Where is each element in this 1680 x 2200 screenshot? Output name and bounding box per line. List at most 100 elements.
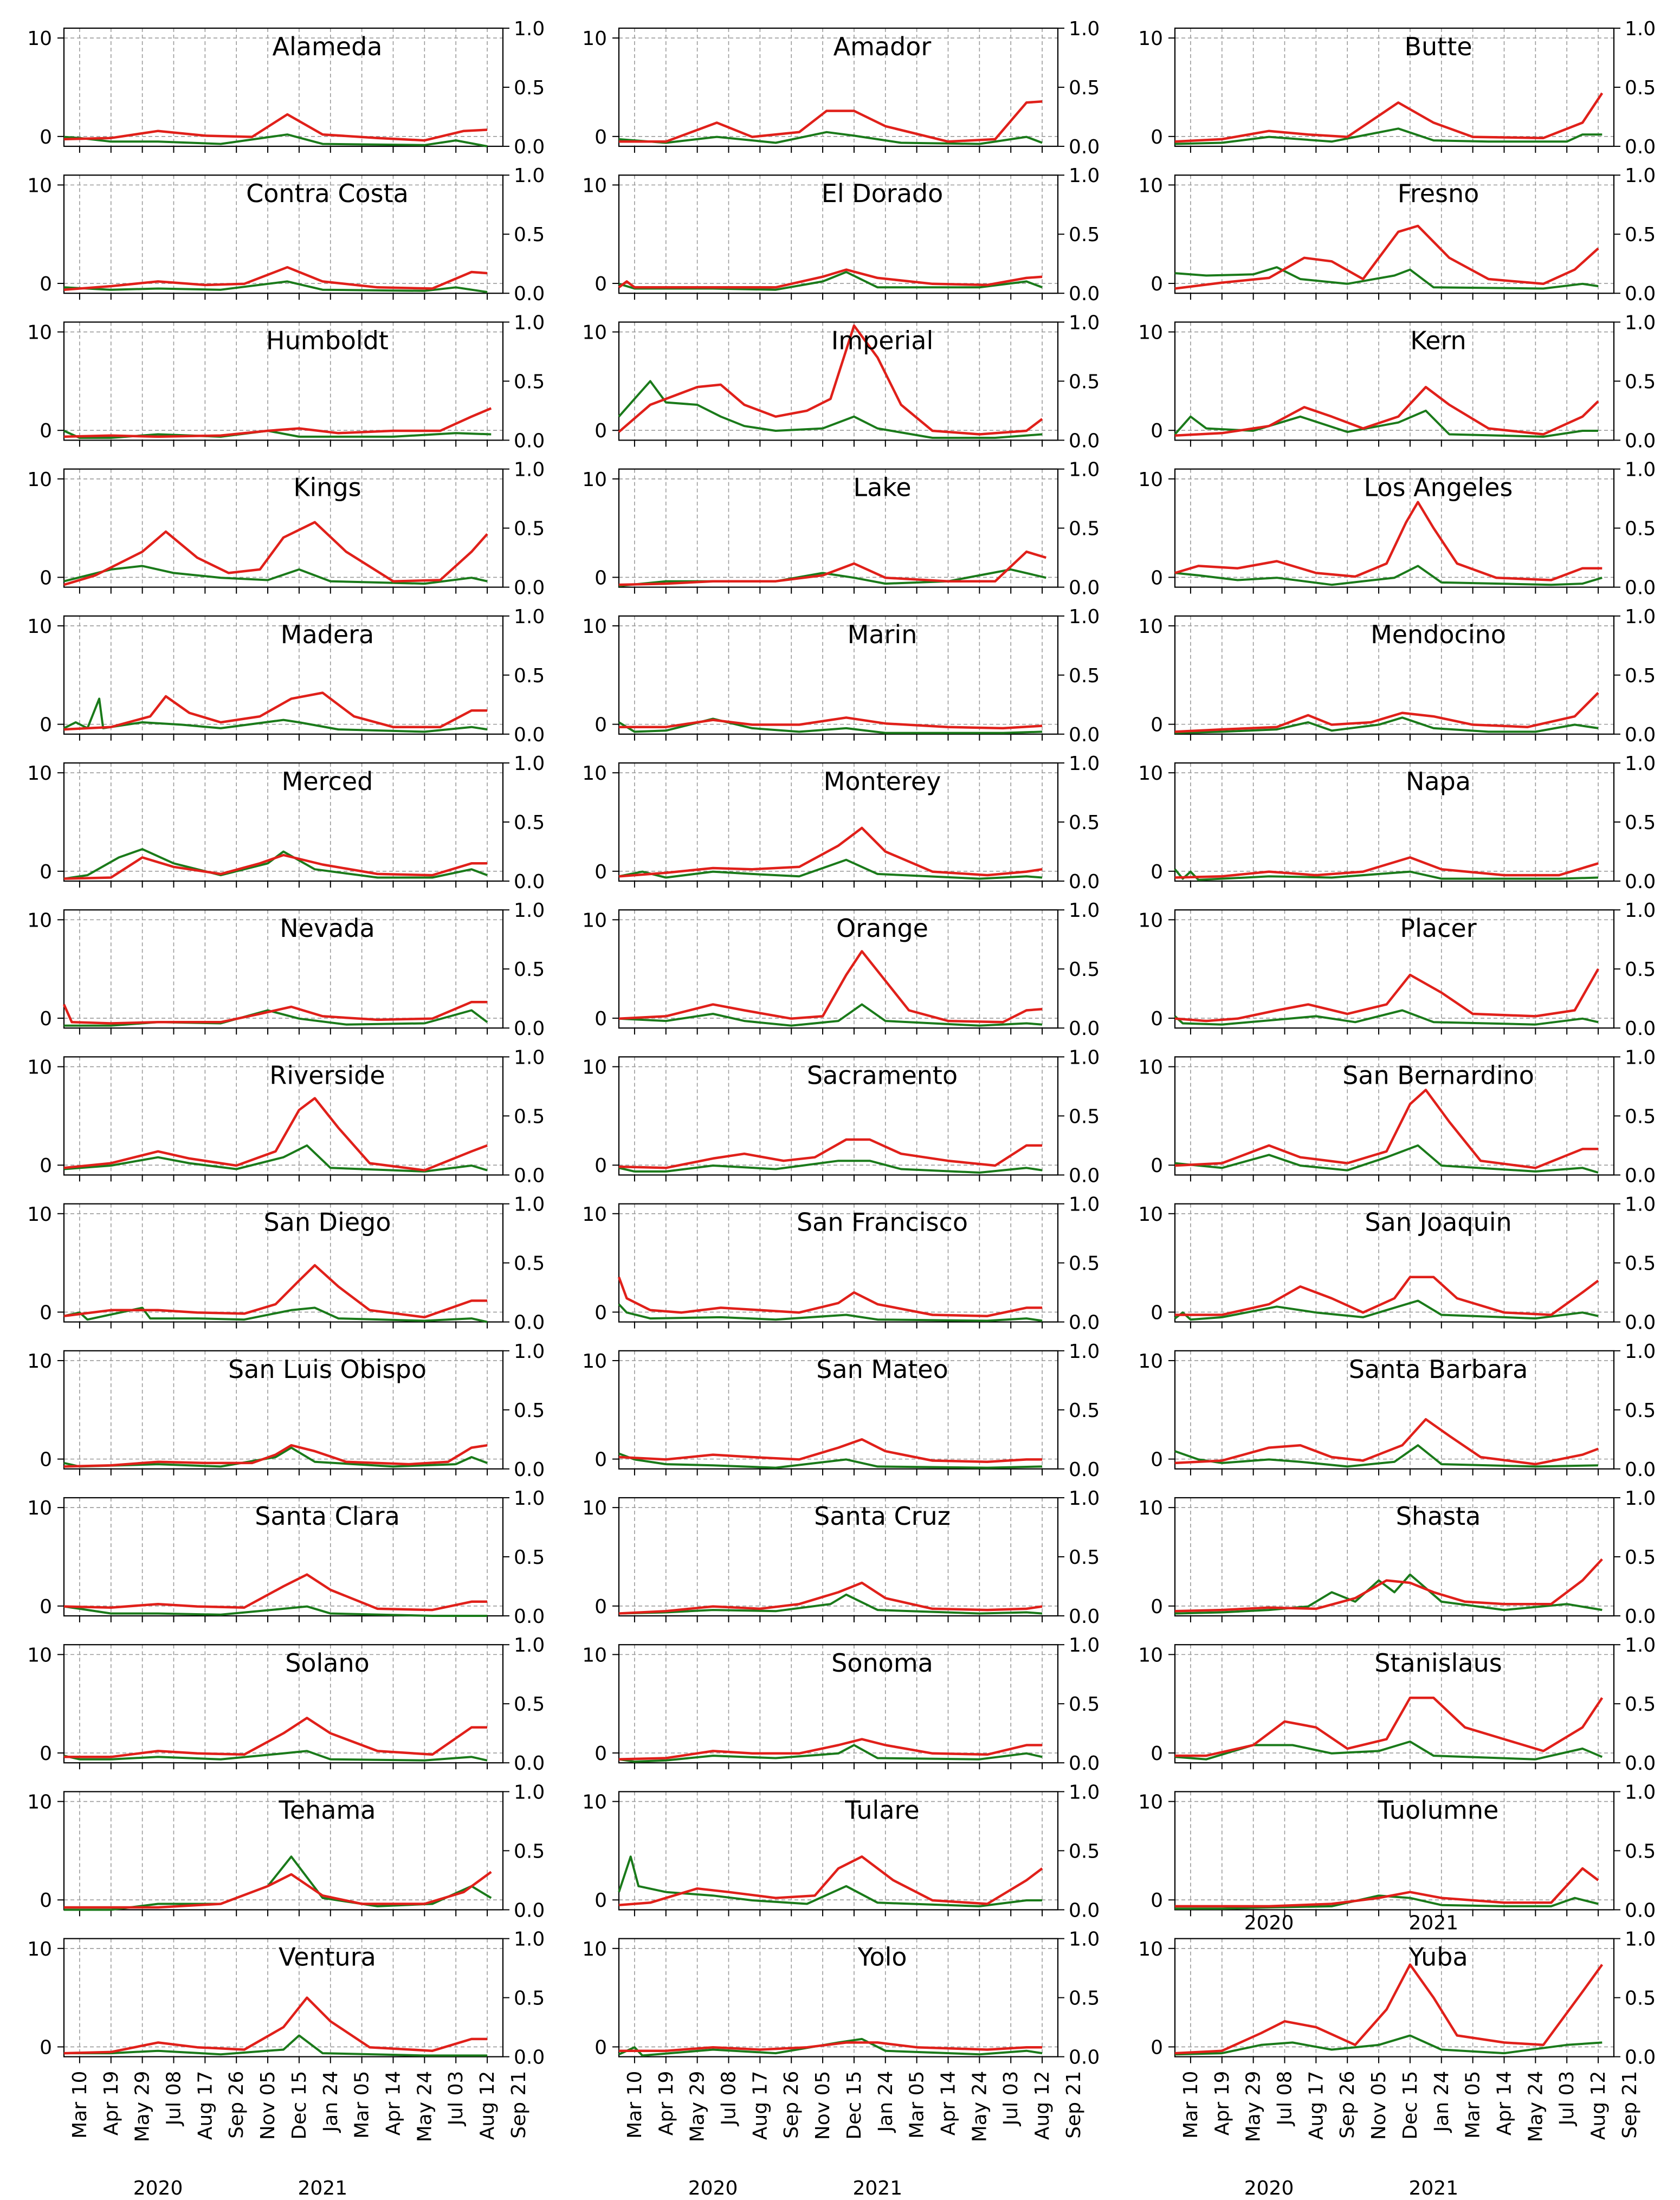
x-tick-label: Jul 03 (445, 2071, 467, 2127)
series-red-line (618, 550, 1046, 586)
left-y-tick-label: 10 (27, 1057, 52, 1079)
left-y-tick-label: 0 (1151, 2036, 1163, 2059)
x-tick-label: Apr 14 (1494, 2071, 1516, 2136)
right-y-tick-label: 0.5 (1625, 1105, 1656, 1128)
series-red-line (1175, 1697, 1604, 1757)
right-y-tick-label: 1.0 (514, 1341, 545, 1363)
panel-title: El Dorado (822, 179, 943, 208)
series-red-line (618, 1855, 1043, 1906)
right-y-tick-label: 0.5 (514, 665, 545, 687)
left-y-tick-label: 10 (27, 909, 52, 931)
left-y-tick-label: 0 (595, 273, 607, 295)
right-y-tick-label: 0.5 (1069, 1400, 1100, 1422)
series-red-line (63, 1264, 488, 1319)
series-red-line (618, 324, 1043, 436)
right-y-tick-label: 0.5 (1069, 77, 1100, 99)
x-tick-label: Sep 21 (508, 2071, 530, 2139)
panel-title: Lake (853, 473, 911, 502)
year-label-2021: 2021 (1409, 1912, 1459, 1934)
right-y-tick-label: 0.0 (1625, 724, 1656, 746)
series-red-line (1174, 92, 1604, 143)
left-y-tick-label: 10 (582, 1203, 607, 1226)
right-y-tick-label: 1.0 (1625, 1781, 1656, 1803)
series-green-line (1174, 1009, 1599, 1026)
panel-title: San Luis Obispo (228, 1355, 427, 1384)
x-tick-label: Sep 26 (780, 2071, 803, 2139)
right-y-tick-label: 1.0 (1625, 1634, 1656, 1657)
left-y-tick-label: 0 (595, 2036, 607, 2059)
left-y-tick-label: 10 (582, 616, 607, 638)
left-y-tick-label: 0 (1151, 1155, 1163, 1177)
panel-napa: 0 10 0.0 0.5 1.0 Napa (1138, 753, 1656, 893)
left-y-tick-label: 0 (40, 273, 52, 295)
panel-title: Humboldt (266, 326, 389, 355)
right-y-tick-label: 0.0 (514, 724, 545, 746)
panel-santa-barbara: 0 10 0.0 0.5 1.0 Santa Barbara (1138, 1341, 1656, 1481)
series-green-line (618, 1855, 1043, 1907)
x-tick-label: Nov 05 (812, 2071, 834, 2140)
left-y-tick-label: 10 (1138, 616, 1163, 638)
right-y-tick-label: 1.0 (1069, 1046, 1100, 1069)
right-y-tick-label: 1.0 (514, 1929, 545, 1951)
series-red-line (1174, 501, 1603, 581)
x-tick-label: Jan 24 (320, 2071, 342, 2133)
x-tick-label: May 24 (968, 2071, 991, 2143)
x-tick-label: Aug 12 (1031, 2071, 1054, 2140)
panel-santa-clara: 0 10 0.0 0.5 1.0 Santa Clara (27, 1487, 545, 1628)
right-y-tick-label: 1.0 (1625, 1929, 1656, 1951)
right-y-tick-label: 1.0 (1625, 753, 1656, 775)
panel-butte: 0 10 0.0 0.5 1.0 Butte (1138, 18, 1656, 158)
right-y-tick-label: 0.0 (1069, 577, 1100, 599)
right-y-tick-label: 0.0 (1625, 1752, 1656, 1775)
year-label-2020: 2020 (1244, 1912, 1294, 1934)
right-y-tick-label: 1.0 (1625, 1341, 1656, 1363)
right-y-tick-label: 0.5 (514, 371, 545, 393)
x-tick-label: Mar 05 (1462, 2071, 1484, 2139)
right-y-tick-label: 0.0 (514, 1459, 545, 1481)
panel-title: Sacramento (807, 1060, 958, 1090)
right-y-tick-label: 1.0 (1069, 18, 1100, 40)
left-y-tick-label: 10 (27, 174, 52, 197)
x-tick-label: Jul 08 (163, 2071, 185, 2127)
right-y-tick-label: 0.0 (1069, 1459, 1100, 1481)
panel-title: Placer (1400, 914, 1476, 943)
x-tick-label: Jul 08 (718, 2071, 740, 2127)
x-axis-labels-col-2: Mar 10 Apr 19 May 29 Jul 08 Aug 17 Sep 26 Nov … (624, 2071, 1085, 2199)
left-y-tick-label: 0 (1151, 567, 1163, 589)
left-y-tick-label: 0 (1151, 273, 1163, 295)
series-red-line (618, 268, 1043, 289)
series-green-line (63, 1605, 488, 1617)
left-y-tick-label: 10 (27, 1203, 52, 1226)
right-y-tick-label: 0.5 (514, 1840, 545, 1862)
series-red-line (1174, 691, 1599, 733)
panel-sacramento: 0 10 0.0 0.5 1.0 Sacramento (582, 1046, 1100, 1187)
panel-san-francisco: 0 10 0.0 0.5 1.0 San Francisco (582, 1194, 1100, 1334)
panel-title: Amador (833, 32, 932, 61)
right-y-tick-label: 0.5 (1625, 1400, 1656, 1422)
series-green-line (618, 1160, 1043, 1174)
x-tick-label: Apr 14 (383, 2071, 405, 2136)
series-red-line (63, 853, 488, 880)
series-red-line (63, 1097, 488, 1172)
right-y-tick-label: 0.0 (514, 1752, 545, 1775)
right-y-tick-label: 1.0 (514, 18, 545, 40)
right-y-tick-label: 0.0 (514, 1899, 545, 1921)
panel-title: Santa Cruz (814, 1502, 951, 1531)
x-tick-label: May 29 (1243, 2071, 1265, 2143)
series-green-line (63, 1750, 488, 1762)
series-red-line (63, 1444, 488, 1468)
x-tick-label: Mar 10 (624, 2071, 646, 2139)
panel-yolo: 0 10 0.0 0.5 1.0 Yolo (582, 1929, 1100, 2069)
x-tick-label: Mar 05 (906, 2071, 928, 2139)
series-green-line (1174, 868, 1599, 881)
right-y-tick-label: 0.5 (1625, 1988, 1656, 2010)
series-red-line (617, 1277, 1043, 1317)
panel-title: Fresno (1398, 179, 1479, 208)
series-green-line (63, 697, 488, 733)
panel-san-bernardino: 0 10 0.0 0.5 1.0 San Bernardino (1138, 1046, 1656, 1187)
panel-title: Butte (1404, 32, 1472, 61)
left-y-tick-label: 0 (1151, 1596, 1163, 1618)
left-y-tick-label: 0 (1151, 1302, 1163, 1324)
right-y-tick-label: 0.5 (514, 1105, 545, 1128)
right-y-tick-label: 1.0 (1625, 165, 1656, 187)
